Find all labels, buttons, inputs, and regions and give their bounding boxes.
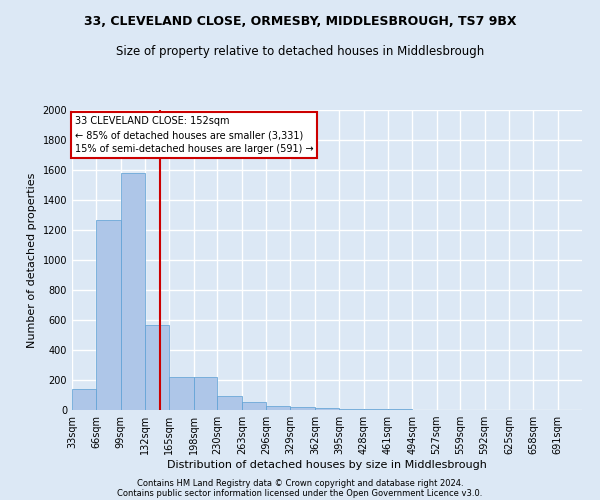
Bar (194, 377, 217, 410)
Bar (290, 407, 315, 410)
X-axis label: Distribution of detached houses by size in Middlesbrough: Distribution of detached houses by size … (167, 460, 487, 470)
Text: Contains public sector information licensed under the Open Government Licence v3: Contains public sector information licen… (118, 488, 482, 498)
Text: Size of property relative to detached houses in Middlesbrough: Size of property relative to detached ho… (116, 45, 484, 58)
Bar (169, 377, 194, 410)
Bar (339, 408, 364, 410)
Bar (72, 389, 97, 410)
Bar (145, 324, 169, 410)
Bar (217, 396, 242, 410)
Bar (315, 408, 339, 410)
Bar (266, 406, 290, 410)
Bar (364, 409, 388, 410)
Y-axis label: Number of detached properties: Number of detached properties (27, 172, 37, 348)
Text: 33, CLEVELAND CLOSE, ORMESBY, MIDDLESBROUGH, TS7 9BX: 33, CLEVELAND CLOSE, ORMESBY, MIDDLESBRO… (84, 15, 516, 28)
Text: Contains HM Land Registry data © Crown copyright and database right 2024.: Contains HM Land Registry data © Crown c… (137, 478, 463, 488)
Text: 33 CLEVELAND CLOSE: 152sqm
← 85% of detached houses are smaller (3,331)
15% of s: 33 CLEVELAND CLOSE: 152sqm ← 85% of deta… (75, 116, 314, 154)
Bar (121, 173, 145, 410)
Bar (242, 402, 266, 410)
Bar (97, 220, 121, 410)
